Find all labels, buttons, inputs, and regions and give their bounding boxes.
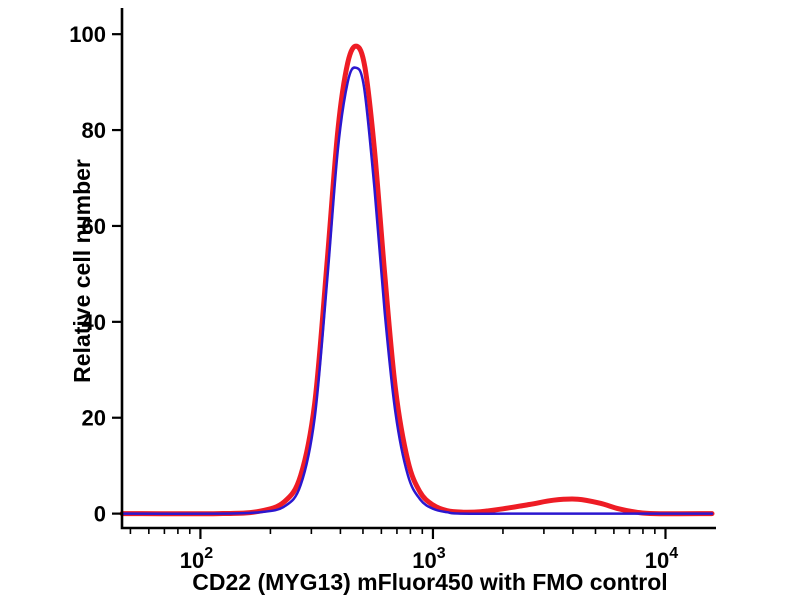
y-tick-label: 80 bbox=[82, 118, 106, 143]
y-tick-label: 40 bbox=[82, 310, 106, 335]
y-tick-label: 20 bbox=[82, 406, 106, 431]
curves-layer bbox=[119, 43, 715, 517]
axis-lines bbox=[120, 8, 716, 530]
y-tick-label: 60 bbox=[82, 214, 106, 239]
x-axis-title: CD22 (MYG13) mFluor450 with FMO control bbox=[192, 569, 667, 595]
y-tick-label: 0 bbox=[94, 502, 106, 527]
blue-curve bbox=[120, 66, 714, 515]
y-axis-title: Relative cell number bbox=[69, 159, 95, 383]
red-curve bbox=[119, 43, 715, 517]
y-tick-label: 100 bbox=[69, 22, 106, 47]
